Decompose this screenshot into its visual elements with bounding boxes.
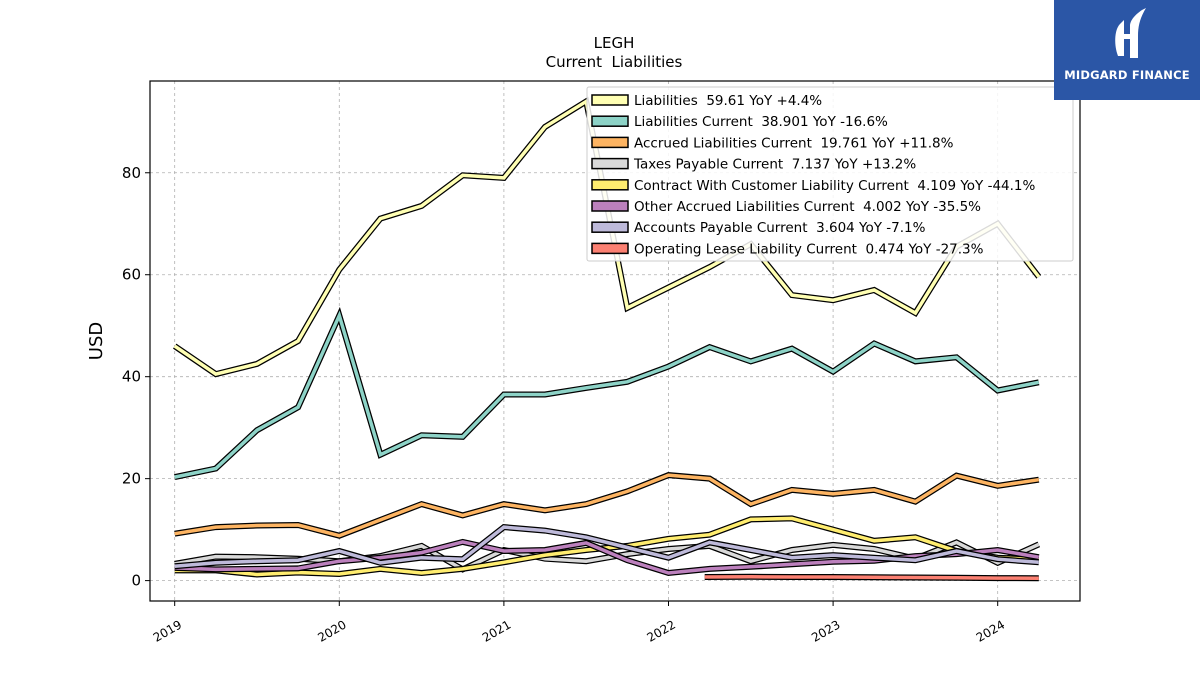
legend-swatch-1: [591, 115, 629, 127]
series-line-4: [174, 516, 1039, 577]
legend-label-6: Accounts Payable Current 3.604 YoY -7.1%: [634, 220, 926, 236]
legend-swatch-5: [591, 200, 629, 212]
legend-box: [586, 86, 1074, 262]
y-axis-label: USD: [86, 322, 107, 360]
x-tick-label: 2023: [809, 617, 842, 644]
x-tick-label: 2020: [315, 617, 348, 644]
x-tick-label: 2022: [645, 617, 678, 644]
legend-swatch-0: [591, 94, 629, 106]
legend-label-1: Liabilities Current 38.901 YoY -16.6%: [634, 114, 888, 130]
brand-mark-icon: [1115, 8, 1146, 58]
chart-title: LEGH: [594, 34, 635, 52]
legend-swatch-7: [591, 242, 629, 255]
legend-swatch-3: [591, 157, 629, 170]
x-tick-label: 2021: [480, 617, 513, 644]
series-line-2: [174, 473, 1040, 538]
x-tick-label: 2019: [151, 617, 184, 644]
legend-label-2: Accrued Liabilities Current 19.761 YoY +…: [634, 135, 954, 151]
y-tick-label: 40: [122, 368, 141, 386]
series-line-7: [704, 575, 1039, 580]
legend: Liabilities 59.61 YoY +4.4% Liabilities C…: [586, 86, 1074, 262]
series-line-3: [174, 540, 1040, 572]
y-tick-label: 60: [122, 266, 141, 284]
brand-name: MIDGARD FINANCE: [1064, 68, 1190, 82]
y-tick-label: 20: [122, 470, 141, 488]
series-line-1: [174, 310, 1040, 479]
brand-logo: MIDGARD FINANCE: [1054, 0, 1200, 100]
legend-swatch-4: [591, 179, 629, 191]
legend-label-5: Other Accrued Liabilities Current 4.002 …: [634, 199, 981, 215]
chart-subtitle: Current Liabilities: [546, 53, 683, 71]
legend-swatch-2: [591, 136, 629, 149]
legend-label-0: Liabilities 59.61 YoY +4.4%: [634, 93, 822, 109]
series-line-6: [174, 525, 1039, 569]
y-tick-label: 0: [131, 572, 141, 590]
y-tick-label: 80: [122, 164, 141, 182]
legend-swatch-6: [591, 221, 629, 233]
x-tick-label: 2024: [974, 617, 1007, 644]
legend-label-7: Operating Lease Liability Current 0.474 …: [634, 241, 984, 257]
plot-frame: [149, 80, 1081, 602]
legend-label-4: Contract With Customer Liability Current…: [634, 178, 1036, 194]
plot-lines: [173, 96, 1042, 582]
legend-label-3: Taxes Payable Current 7.137 YoY +13.2%: [633, 157, 916, 173]
